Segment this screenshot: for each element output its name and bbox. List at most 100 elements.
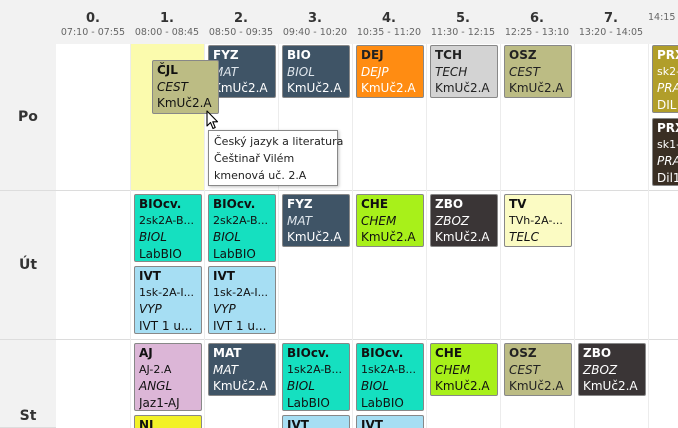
- lesson-teacher: PRA: [657, 154, 678, 168]
- lesson-subject: BIOcv.: [139, 197, 182, 211]
- lesson-card-ut-biocv-1[interactable]: BIOcv. 2sk2A-B... BIOL LabBIO: [134, 194, 202, 262]
- lesson-card-ut-che[interactable]: CHE CHEM KmUč2.A: [356, 194, 424, 247]
- lesson-teacher: ZBOZ: [435, 213, 470, 228]
- lesson-teacher: PRA: [657, 81, 678, 95]
- lesson-subject: OSZ: [509, 48, 537, 62]
- lesson-card-po-dej[interactable]: DEJ DEJP KmUč2.A: [356, 45, 424, 98]
- lesson-teacher: BIOL: [287, 64, 315, 79]
- tooltip-subject-name: Český jazyk a literatura: [214, 135, 344, 148]
- lesson-card-po-tch[interactable]: TCH TECH KmUč2.A: [430, 45, 498, 98]
- lesson-subject: FYZ: [287, 197, 313, 211]
- lesson-room: LabBIO: [361, 395, 404, 410]
- day-header-st: St: [0, 340, 56, 428]
- lesson-card-ut-ivt-1[interactable]: IVT 1sk-2A-I... VYP IVT 1 u...: [134, 266, 202, 334]
- day-header-ut: Út: [0, 191, 56, 340]
- lesson-subject: ZBO: [583, 346, 612, 360]
- period-header-5: 5. 11:30 - 12:15: [426, 0, 500, 44]
- lesson-teacher: CHEM: [435, 362, 471, 377]
- lesson-card-po-cjl[interactable]: ČJL CEST KmUč2.A: [152, 60, 219, 114]
- lesson-room: KmUč2.A: [213, 81, 268, 95]
- lesson-subject: IVT: [361, 418, 383, 428]
- lesson-group: sk1-: [657, 137, 678, 151]
- lesson-teacher: CHEM: [361, 213, 397, 228]
- lesson-teacher: DEJP: [361, 64, 389, 79]
- day-header-po: Po: [0, 44, 56, 191]
- period-header-1: 1. 08:00 - 08:45: [130, 0, 204, 44]
- column-divider: [426, 44, 427, 428]
- column-divider: [278, 44, 279, 428]
- lesson-room: DIL: [657, 97, 677, 112]
- lesson-subject: OSZ: [509, 346, 537, 360]
- row-divider: [56, 339, 678, 340]
- period-header-4: 4. 10:35 - 11:20: [352, 0, 426, 44]
- lesson-room: LabBIO: [287, 395, 330, 410]
- lesson-card-ut-tv[interactable]: TV TVh-2A-... TELC: [504, 194, 572, 247]
- lesson-card-po-bio[interactable]: BIO BIOL KmUč2.A: [282, 45, 350, 98]
- tooltip-room-name: kmenová uč. 2.A: [214, 169, 307, 182]
- lesson-teacher: MAT: [213, 362, 239, 377]
- lesson-card-st-biocv-2[interactable]: BIOcv. 1sk2A-B... BIOL LabBIO: [356, 343, 424, 411]
- lesson-card-ut-ivt-2[interactable]: IVT 1sk-2A-I... VYP IVT 1 u...: [208, 266, 276, 334]
- lesson-card-po-fyz[interactable]: FYZ MAT KmUč2.A: [208, 45, 276, 98]
- lesson-teacher: ZBOZ: [583, 362, 618, 377]
- lesson-group: 1sk-2A-I...: [213, 285, 269, 299]
- period-header-7: 7. 13:20 - 14:05: [574, 0, 648, 44]
- lesson-card-st-osz[interactable]: OSZ CEST KmUč2.A: [504, 343, 572, 396]
- lesson-teacher: BIOL: [361, 379, 389, 393]
- column-divider: [352, 44, 353, 428]
- header-corner: [0, 0, 56, 44]
- lesson-card-po-prx-1[interactable]: PRX sk2- PRA DIL: [652, 45, 678, 113]
- lesson-room: KmUč2.A: [509, 379, 564, 393]
- lesson-room: KmUč2.A: [435, 81, 490, 95]
- period-header-6: 6. 12:25 - 13:10: [500, 0, 574, 44]
- lesson-group: sk2-: [657, 64, 678, 78]
- lesson-card-ut-fyz[interactable]: FYZ MAT KmUč2.A: [282, 194, 350, 247]
- lesson-card-po-osz[interactable]: OSZ CEST KmUč2.A: [504, 45, 572, 98]
- lesson-card-st-nj[interactable]: NJ: [134, 415, 202, 428]
- lesson-subject: TV: [509, 197, 527, 211]
- lesson-subject: BIO: [287, 48, 311, 62]
- lesson-teacher: BIOL: [287, 379, 315, 393]
- lesson-group: AJ-2.A: [139, 362, 172, 376]
- lesson-room: KmUč2.A: [361, 81, 416, 95]
- lesson-group: 1sk2A-B...: [361, 362, 416, 376]
- column-divider: [574, 44, 575, 428]
- lesson-subject: ČJL: [157, 63, 178, 77]
- lesson-card-st-ivt-2[interactable]: IVT: [356, 415, 424, 428]
- lesson-subject: PRX: [657, 121, 678, 135]
- lesson-card-ut-zbo[interactable]: ZBO ZBOZ KmUč2.A: [430, 194, 498, 247]
- lesson-room: KmUč2.A: [287, 81, 342, 95]
- lesson-subject: MAT: [213, 346, 242, 360]
- lesson-teacher: BIOL: [213, 230, 241, 244]
- lesson-teacher: MAT: [287, 213, 313, 228]
- lesson-subject: FYZ: [213, 48, 239, 62]
- lesson-card-ut-biocv-2[interactable]: BIOcv. 2sk2A-B... BIOL LabBIO: [208, 194, 276, 262]
- lesson-teacher: ANGL: [139, 379, 173, 393]
- lesson-card-st-aj[interactable]: AJ AJ-2.A ANGL Jaz1-AJ: [134, 343, 202, 411]
- lesson-group: 1sk-2A-I...: [139, 285, 195, 299]
- column-divider: [204, 44, 205, 428]
- lesson-subject: BIOcv.: [287, 346, 330, 360]
- lesson-room: KmUč2.A: [213, 379, 268, 393]
- lesson-card-st-ivt-1[interactable]: IVT: [282, 415, 350, 428]
- lesson-card-st-zbo[interactable]: ZBO ZBOZ KmUč2.A: [578, 343, 646, 396]
- lesson-subject: DEJ: [361, 48, 384, 62]
- lesson-teacher: CEST: [509, 362, 540, 377]
- lesson-subject: IVT: [287, 418, 309, 428]
- lesson-card-st-che[interactable]: CHE CHEM KmUč2.A: [430, 343, 498, 396]
- lesson-room: KmUč2.A: [435, 230, 490, 244]
- lesson-room: Dil1: [657, 170, 678, 185]
- period-header-8: 14:15: [648, 0, 678, 44]
- lesson-group: 2sk2A-B...: [139, 213, 194, 227]
- lesson-teacher: TECH: [435, 64, 468, 79]
- lesson-teacher: CEST: [509, 64, 540, 79]
- row-divider: [56, 190, 678, 191]
- lesson-teacher: TELC: [509, 230, 539, 244]
- lesson-card-st-biocv-1[interactable]: BIOcv. 1sk2A-B... BIOL LabBIO: [282, 343, 350, 411]
- mouse-pointer-icon: [206, 110, 219, 130]
- lesson-card-st-mat[interactable]: MAT MAT KmUč2.A: [208, 343, 276, 396]
- lesson-card-po-prx-2[interactable]: PRX sk1- PRA Dil1: [652, 118, 678, 186]
- lesson-subject: IVT: [139, 269, 161, 283]
- lesson-room: LabBIO: [213, 246, 256, 261]
